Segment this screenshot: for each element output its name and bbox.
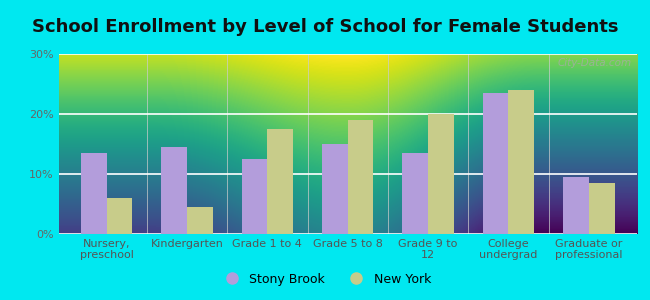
Bar [81,153,107,234]
Bar [107,198,133,234]
Bar [161,147,187,234]
Bar [322,144,348,234]
Bar [348,120,374,234]
Text: City-Data.com: City-Data.com [557,58,631,68]
Legend: Stony Brook, New York: Stony Brook, New York [214,268,436,291]
Bar [187,207,213,234]
Bar [242,159,267,234]
Bar [402,153,428,234]
Bar [563,177,589,234]
Bar [428,114,454,234]
Bar [483,93,508,234]
Text: School Enrollment by Level of School for Female Students: School Enrollment by Level of School for… [32,18,618,36]
Bar [508,90,534,234]
Bar [589,183,614,234]
Bar [267,129,293,234]
